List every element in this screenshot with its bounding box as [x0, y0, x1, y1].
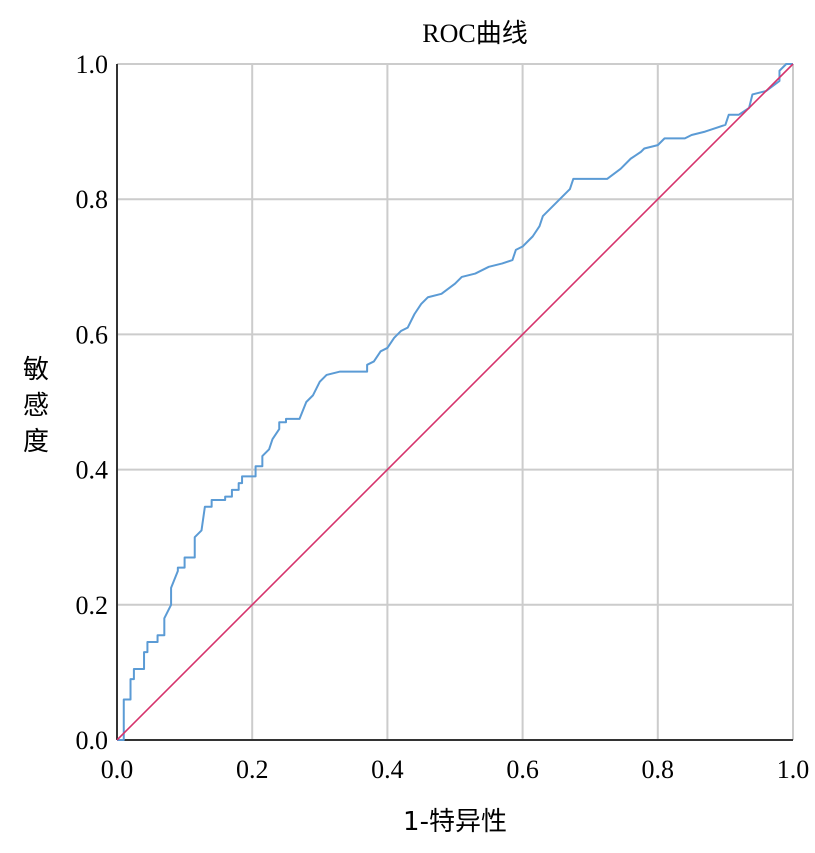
- y-axis-title-char-2: 度: [23, 427, 49, 457]
- axes: [116, 64, 793, 741]
- y-axis-title: 敏感度: [23, 355, 49, 457]
- y-tick-label-2: 0.4: [76, 456, 109, 485]
- reference-line: [116, 63, 794, 741]
- y-axis-title-char-0: 敏: [23, 355, 49, 385]
- series-layer: [116, 63, 794, 741]
- y-tick-label-0: 0.0: [76, 726, 109, 755]
- y-tick-label-4: 0.8: [76, 185, 109, 214]
- y-tick-label-1: 0.2: [76, 591, 109, 620]
- x-tick-label-3: 0.6: [506, 755, 539, 784]
- y-tick-label-5: 1.0: [76, 50, 109, 79]
- roc-curve: [117, 63, 793, 741]
- grid-lines: [116, 63, 794, 741]
- x-tick-label-0: 0.0: [101, 755, 134, 784]
- chart-title: ROC曲线: [422, 19, 527, 48]
- y-tick-labels: 0.0 0.2 0.4 0.6 0.8 1.0: [76, 50, 109, 755]
- x-tick-label-5: 1.0: [777, 755, 810, 784]
- x-tick-labels: 0.0 0.2 0.4 0.6 0.8 1.0: [101, 755, 810, 784]
- x-tick-label-4: 0.8: [642, 755, 675, 784]
- x-tick-label-1: 0.2: [236, 755, 269, 784]
- y-axis-title-char-1: 感: [23, 391, 49, 421]
- y-tick-label-3: 0.6: [76, 320, 109, 349]
- x-tick-label-2: 0.4: [371, 755, 404, 784]
- x-axis-title: 1-特异性: [403, 807, 507, 837]
